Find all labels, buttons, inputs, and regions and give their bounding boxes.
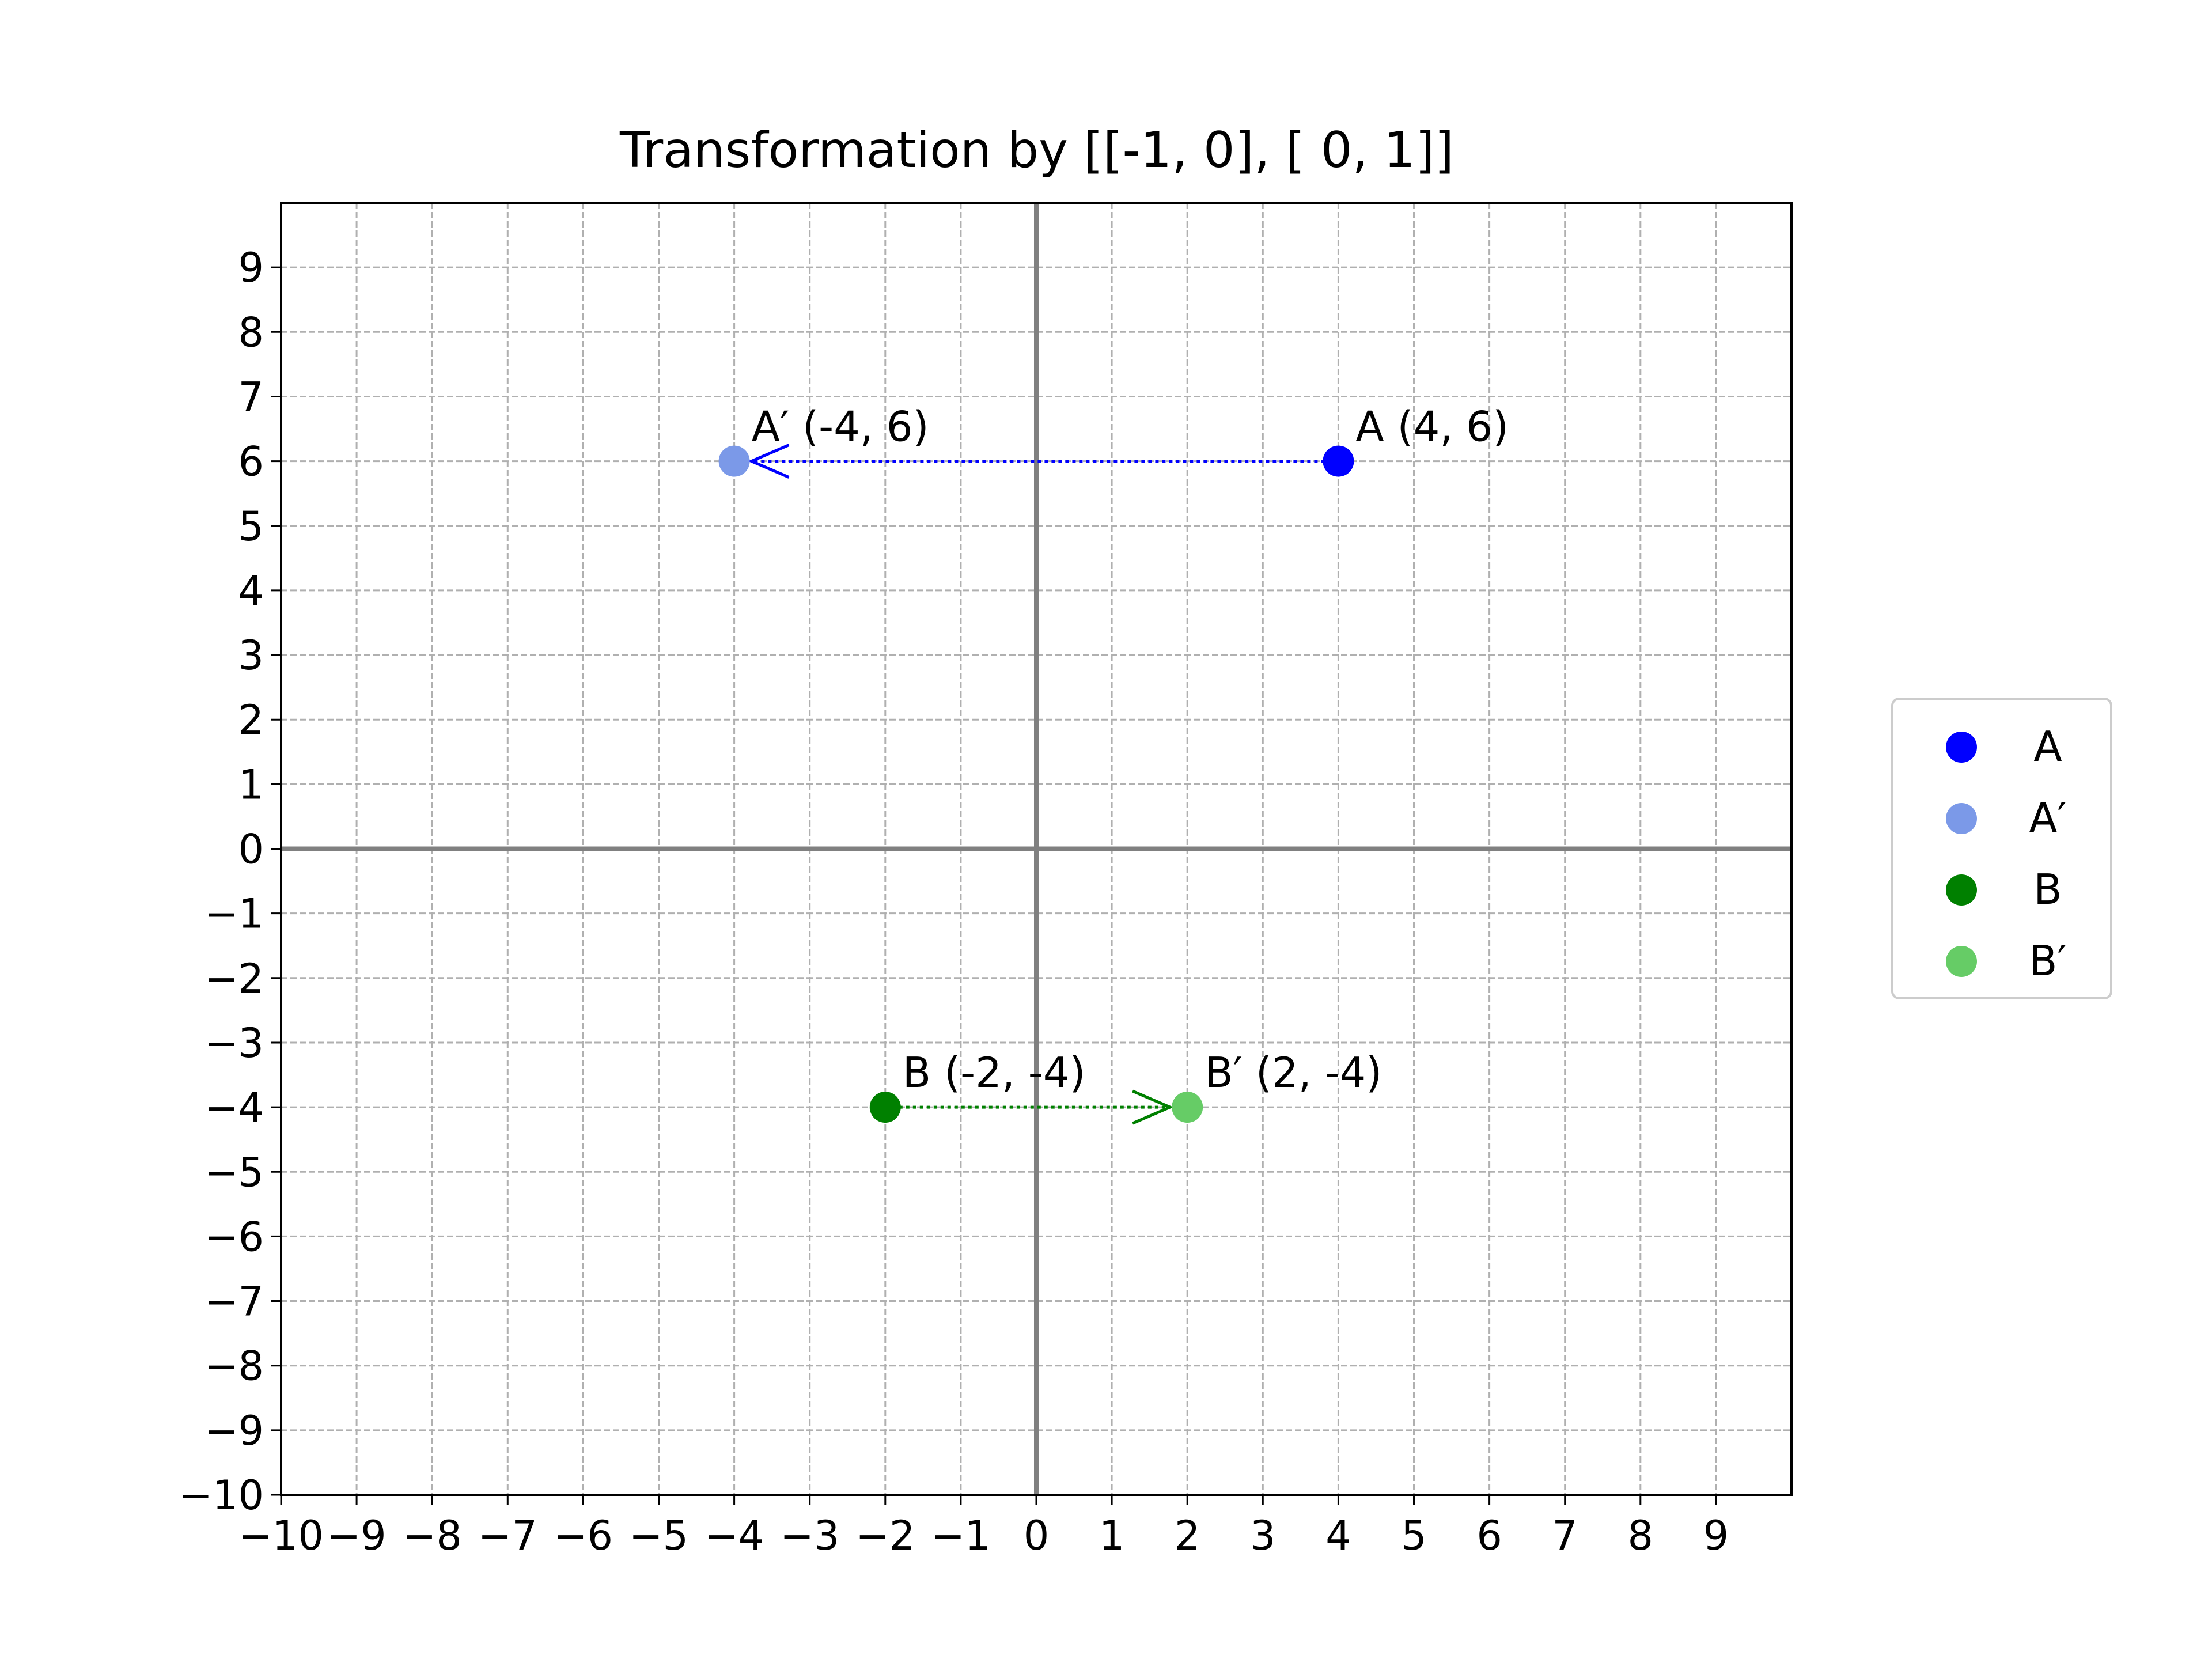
legend-marker — [1946, 946, 1977, 977]
x-tick-label: 9 — [1703, 1512, 1729, 1559]
chart-title: Transformation by [[-1, 0], [ 0, 1]] — [619, 122, 1454, 179]
legend-marker — [1946, 803, 1977, 834]
plot-frame — [280, 202, 1793, 1496]
point — [869, 1092, 901, 1123]
data-points — [718, 445, 1354, 1123]
y-tick-label: 0 — [238, 826, 264, 873]
point-labels: A (4, 6) A′ (-4, 6) B (-2, -4) B′ (2, -4) — [752, 403, 1509, 1097]
legend-marker — [1946, 874, 1977, 906]
legend-label: A′ — [2029, 794, 2067, 842]
arrow-head — [748, 444, 790, 479]
legend-box — [1891, 698, 2112, 999]
x-tick-label: 3 — [1250, 1512, 1276, 1559]
y-tick-label: −9 — [204, 1407, 264, 1455]
y-tick-label: −6 — [204, 1213, 264, 1260]
y-tick-label: 6 — [238, 438, 264, 486]
x-tick-label: −2 — [855, 1512, 915, 1559]
x-tick-label: 7 — [1552, 1512, 1578, 1559]
point-label: B (-2, -4) — [903, 1048, 1086, 1097]
y-tick-label: 1 — [238, 761, 264, 808]
y-tick-label: 8 — [238, 309, 264, 356]
x-tick-label: 0 — [1024, 1512, 1050, 1559]
x-tick-label: 6 — [1476, 1512, 1502, 1559]
point-label: A′ (-4, 6) — [752, 403, 929, 451]
x-axis-ticks: −10 −9 −8 −7 −6 −5 −4 −3 −2 −1 0 1 2 3 4 5 6 7 8 9 — [238, 1495, 1729, 1559]
y-tick-label: −2 — [204, 955, 264, 1002]
y-tick-label: 3 — [238, 632, 264, 679]
legend-label: B — [2033, 865, 2062, 914]
legend-label: B′ — [2029, 937, 2067, 985]
y-tick-label: 7 — [238, 373, 264, 421]
y-tick-label: −1 — [204, 891, 264, 938]
point — [1323, 445, 1354, 477]
transformation-arrows — [748, 444, 1339, 1125]
x-tick-label: 2 — [1175, 1512, 1200, 1559]
x-tick-label: 1 — [1099, 1512, 1125, 1559]
x-tick-label: 5 — [1401, 1512, 1427, 1559]
y-tick-label: 5 — [238, 503, 264, 550]
y-tick-label: −4 — [204, 1084, 264, 1131]
x-tick-label: −9 — [327, 1512, 386, 1559]
x-tick-label: −8 — [403, 1512, 462, 1559]
y-tick-label: −10 — [179, 1472, 264, 1519]
y-tick-label: −5 — [204, 1149, 264, 1196]
x-tick-label: −4 — [704, 1512, 764, 1559]
zero-axes — [281, 203, 1791, 1495]
y-tick-label: 9 — [238, 244, 264, 291]
point — [1172, 1092, 1203, 1123]
y-tick-label: −7 — [204, 1278, 264, 1325]
legend: A A′ B B′ — [1891, 698, 2112, 999]
x-tick-label: −7 — [478, 1512, 537, 1559]
x-tick-label: 4 — [1325, 1512, 1351, 1559]
point-label: A (4, 6) — [1355, 403, 1509, 451]
x-tick-label: 8 — [1628, 1512, 1654, 1559]
point — [718, 445, 750, 477]
legend-marker — [1946, 732, 1977, 763]
y-tick-label: 2 — [238, 696, 264, 744]
x-tick-label: −10 — [238, 1512, 324, 1559]
x-tick-label: −5 — [629, 1512, 688, 1559]
point-label: B′ (2, -4) — [1205, 1048, 1382, 1097]
legend-label: A — [2033, 722, 2062, 771]
y-tick-label: −8 — [204, 1343, 264, 1390]
y-tick-label: −3 — [204, 1020, 264, 1067]
x-tick-label: −1 — [931, 1512, 990, 1559]
y-tick-label: 4 — [238, 567, 264, 615]
arrow-head — [1132, 1089, 1174, 1125]
x-tick-label: −6 — [554, 1512, 613, 1559]
x-tick-label: −3 — [780, 1512, 839, 1559]
